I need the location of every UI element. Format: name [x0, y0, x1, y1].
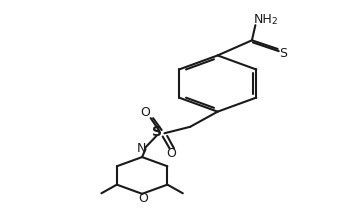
- Text: O: O: [166, 147, 176, 160]
- Text: O: O: [140, 106, 151, 119]
- Text: N: N: [137, 142, 146, 155]
- Text: O: O: [138, 192, 148, 205]
- Text: 2: 2: [272, 17, 277, 26]
- Text: S: S: [280, 47, 288, 60]
- Text: NH: NH: [254, 13, 272, 26]
- Text: S: S: [152, 125, 162, 139]
